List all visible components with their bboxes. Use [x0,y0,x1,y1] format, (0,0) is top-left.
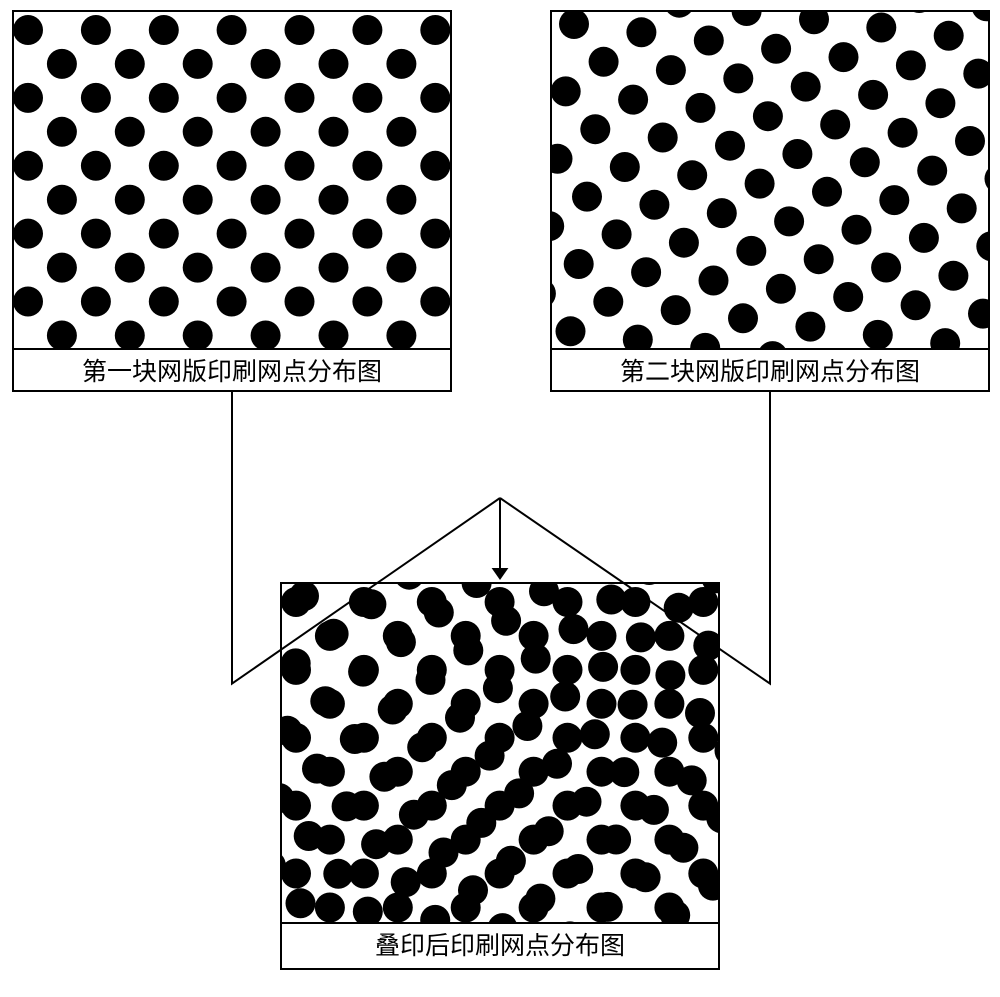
panel-screen2: 第二块网版印刷网点分布图 [550,10,990,392]
halftone-screen1 [14,12,450,348]
panel-screen1: 第一块网版印刷网点分布图 [12,10,452,392]
halftone-overprint [282,584,718,922]
panel-overprint: 叠印后印刷网点分布图 [280,582,720,970]
caption-screen2: 第二块网版印刷网点分布图 [552,348,988,396]
caption-screen1: 第一块网版印刷网点分布图 [14,348,450,396]
caption-overprint: 叠印后印刷网点分布图 [282,922,718,970]
halftone-screen2 [552,12,988,348]
